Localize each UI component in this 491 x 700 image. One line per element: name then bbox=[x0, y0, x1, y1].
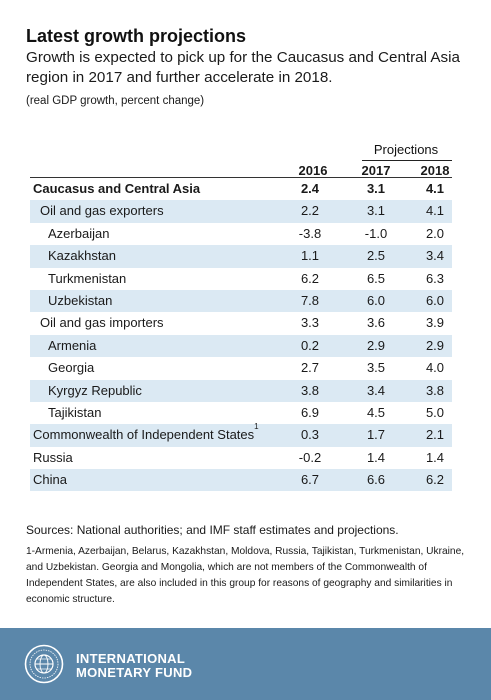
value-2017: 2.5 bbox=[366, 248, 386, 264]
value-2016: 7.8 bbox=[300, 292, 320, 308]
units-note: (real GDP growth, percent change) bbox=[26, 95, 205, 107]
row-label-text: Commonwealth of Independent States bbox=[33, 427, 255, 443]
value-2016: 1.1 bbox=[300, 248, 320, 264]
row-label: Kazakhstan bbox=[48, 248, 116, 264]
value-2016: -0.2 bbox=[298, 449, 322, 465]
row-label: Armenia bbox=[48, 337, 97, 353]
value-2018: 3.9 bbox=[425, 315, 445, 331]
page-subtitle: Growth is expected to pick up for the Ca… bbox=[26, 49, 460, 86]
growth-table: 2016 2017 2018 Caucasus and Central Asia… bbox=[30, 162, 452, 492]
value-2017: 6.5 bbox=[366, 270, 386, 286]
row-label: Commonwealth of Independent States1 bbox=[33, 421, 259, 446]
value-2018: 3.4 bbox=[425, 248, 445, 264]
value-2017: 6.0 bbox=[366, 292, 386, 308]
row-label: Oil and gas exporters bbox=[40, 203, 164, 219]
projections-label: Projections bbox=[373, 142, 439, 157]
value-2018: 5.0 bbox=[425, 404, 445, 420]
value-2016: 0.3 bbox=[300, 427, 320, 443]
projections-underline bbox=[362, 160, 452, 161]
row-label: Kyrgyz Republic bbox=[48, 382, 142, 398]
row-label: Caucasus and Central Asia bbox=[33, 181, 201, 196]
value-2017: -1.0 bbox=[364, 225, 388, 241]
value-2018: 2.0 bbox=[425, 225, 445, 241]
value-2018: 4.0 bbox=[425, 360, 445, 376]
value-2018: 6.0 bbox=[425, 292, 445, 308]
footer-banner: INTERNATIONAL MONETARY FUND bbox=[0, 628, 491, 700]
value-2016: 2.4 bbox=[300, 181, 320, 196]
value-2017: 2.9 bbox=[366, 337, 386, 353]
value-2018: 4.1 bbox=[425, 181, 445, 196]
value-2016: 0.2 bbox=[300, 337, 320, 353]
value-2016: 6.2 bbox=[300, 270, 320, 286]
sources-note: Sources: National authorities; and IMF s… bbox=[26, 523, 399, 537]
footnote-marker: 1 bbox=[254, 421, 259, 431]
table-row: Kazakhstan 1.1 2.5 3.4 bbox=[30, 245, 452, 268]
value-2017: 4.5 bbox=[366, 404, 386, 420]
table-row: Kyrgyz Republic 3.8 3.4 3.8 bbox=[30, 379, 452, 402]
value-2016: -3.8 bbox=[298, 225, 322, 241]
value-2018: 1.4 bbox=[425, 449, 445, 465]
value-2017: 3.6 bbox=[366, 315, 386, 331]
value-2017: 3.1 bbox=[366, 181, 386, 196]
value-2018: 2.1 bbox=[425, 427, 445, 443]
row-label: Oil and gas importers bbox=[40, 315, 164, 331]
table-row: Turkmenistan 6.2 6.5 6.3 bbox=[30, 268, 452, 290]
imf-wordmark: INTERNATIONAL MONETARY FUND bbox=[76, 652, 192, 680]
row-label: Tajikistan bbox=[48, 404, 102, 420]
value-2017: 3.4 bbox=[366, 382, 386, 398]
header-2018: 2018 bbox=[420, 163, 450, 178]
table-row: Commonwealth of Independent States1 0.3 … bbox=[30, 421, 452, 447]
org-name-line2: MONETARY FUND bbox=[76, 665, 193, 680]
table-row: Caucasus and Central Asia 2.4 3.1 4.1 bbox=[30, 178, 452, 200]
value-2017: 1.4 bbox=[366, 449, 386, 465]
row-label: Russia bbox=[33, 449, 73, 465]
value-2016: 3.8 bbox=[300, 382, 320, 398]
value-2016: 2.7 bbox=[300, 360, 320, 376]
table-row: Azerbaijan -3.8 -1.0 2.0 bbox=[30, 223, 452, 245]
header-2017: 2017 bbox=[361, 163, 391, 178]
table-row: Russia -0.2 1.4 1.4 bbox=[30, 447, 452, 469]
row-label: Georgia bbox=[48, 360, 95, 376]
value-2018: 3.8 bbox=[425, 382, 445, 398]
org-name-line1: INTERNATIONAL bbox=[76, 651, 186, 666]
table-row: China 6.7 6.6 6.2 bbox=[30, 469, 452, 492]
value-2018: 6.2 bbox=[425, 472, 445, 488]
footnote: 1-Armenia, Azerbaijan, Belarus, Kazakhst… bbox=[26, 546, 465, 605]
value-2016: 6.7 bbox=[300, 472, 320, 488]
table-row: Georgia 2.7 3.5 4.0 bbox=[30, 357, 452, 379]
table-row: Tajikistan 6.9 4.5 5.0 bbox=[30, 402, 452, 424]
header-2016: 2016 bbox=[298, 163, 328, 178]
value-2016: 2.2 bbox=[300, 203, 320, 219]
value-2018: 4.1 bbox=[425, 203, 445, 219]
table-row: Oil and gas exporters 2.2 3.1 4.1 bbox=[30, 200, 452, 223]
row-label: Uzbekistan bbox=[48, 292, 113, 308]
value-2018: 6.3 bbox=[425, 270, 445, 286]
table-header-row: 2016 2017 2018 bbox=[30, 162, 452, 178]
value-2017: 6.6 bbox=[366, 472, 386, 488]
row-label: Turkmenistan bbox=[48, 270, 127, 286]
table-row: Uzbekistan 7.8 6.0 6.0 bbox=[30, 289, 452, 313]
value-2017: 3.5 bbox=[366, 360, 386, 376]
value-2017: 3.1 bbox=[366, 203, 386, 219]
row-label: Azerbaijan bbox=[48, 225, 110, 241]
value-2016: 6.9 bbox=[300, 404, 320, 420]
page-title: Latest growth projections bbox=[26, 26, 247, 46]
value-2017: 1.7 bbox=[366, 427, 386, 443]
value-2016: 3.3 bbox=[300, 315, 320, 331]
imf-seal-icon bbox=[24, 644, 64, 684]
row-label: China bbox=[33, 472, 67, 488]
table-row: Armenia 0.2 2.9 2.9 bbox=[30, 334, 452, 358]
table-row: Oil and gas importers 3.3 3.6 3.9 bbox=[30, 312, 452, 334]
value-2018: 2.9 bbox=[425, 337, 445, 353]
